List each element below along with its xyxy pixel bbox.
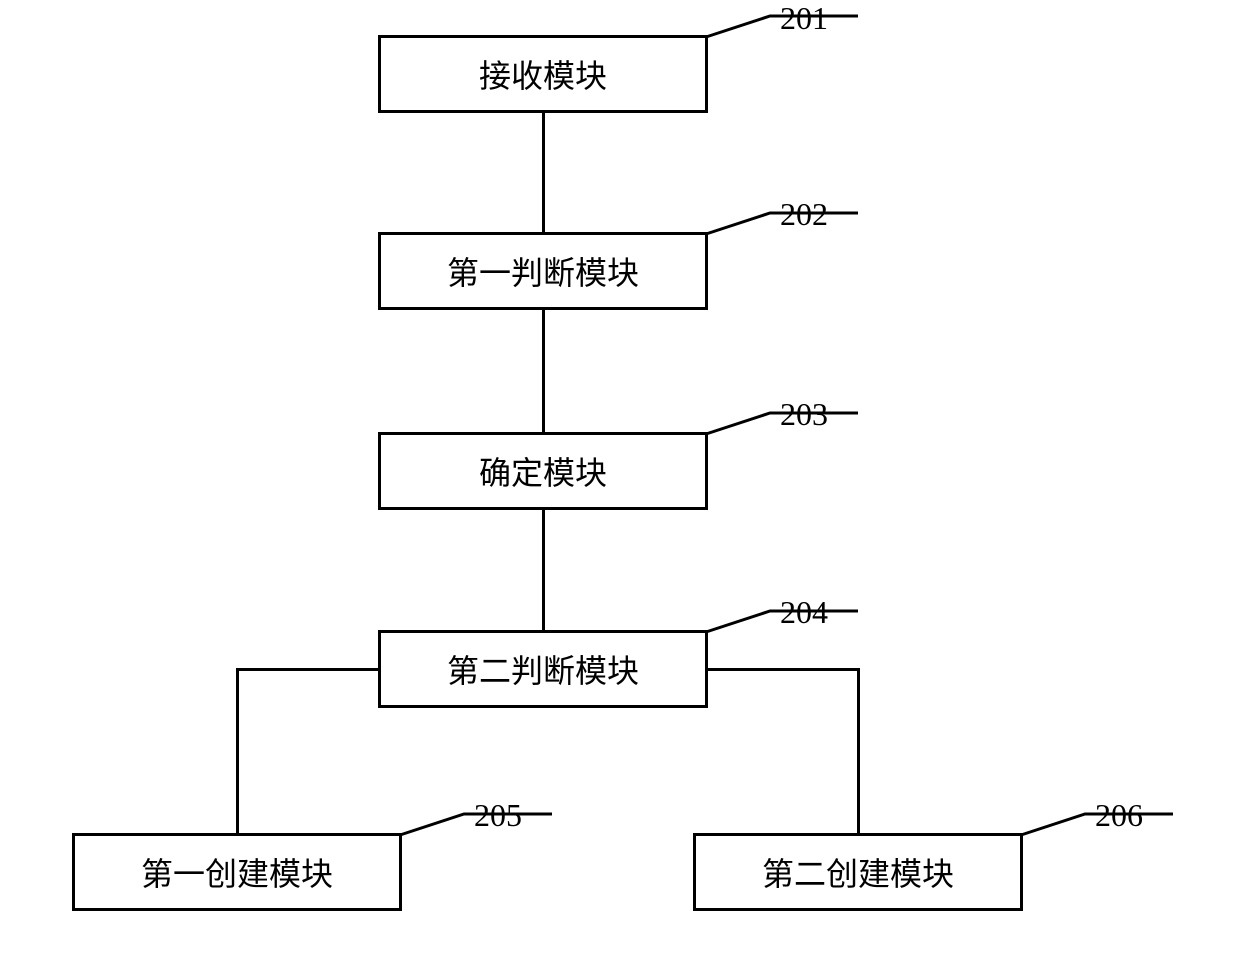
connector [542, 310, 545, 432]
node-receive-module: 接收模块 [378, 35, 708, 113]
connector [237, 668, 378, 671]
node-label: 接收模块 [479, 51, 607, 97]
node-first-create-module: 第一创建模块 [72, 833, 402, 911]
node-second-judge-module: 第二判断模块 [378, 630, 708, 708]
node-label: 第一判断模块 [447, 248, 639, 294]
node-second-create-module: 第二创建模块 [693, 833, 1023, 911]
connector [857, 668, 860, 834]
connector [542, 113, 545, 232]
ref-label: 205 [474, 797, 522, 834]
connector [542, 510, 545, 630]
ref-label: 201 [780, 0, 828, 37]
node-label: 第一创建模块 [141, 849, 333, 895]
ref-label: 204 [780, 594, 828, 631]
connector [236, 668, 239, 834]
node-label: 第二创建模块 [762, 849, 954, 895]
node-label: 确定模块 [479, 448, 607, 494]
ref-label: 202 [780, 196, 828, 233]
node-label: 第二判断模块 [447, 646, 639, 692]
connector [708, 668, 858, 671]
node-determine-module: 确定模块 [378, 432, 708, 510]
ref-label: 206 [1095, 797, 1143, 834]
diagram-canvas: 接收模块 第一判断模块 确定模块 第二判断模块 第一创建模块 第二创建模块 20… [0, 0, 1240, 963]
node-first-judge-module: 第一判断模块 [378, 232, 708, 310]
ref-label: 203 [780, 396, 828, 433]
